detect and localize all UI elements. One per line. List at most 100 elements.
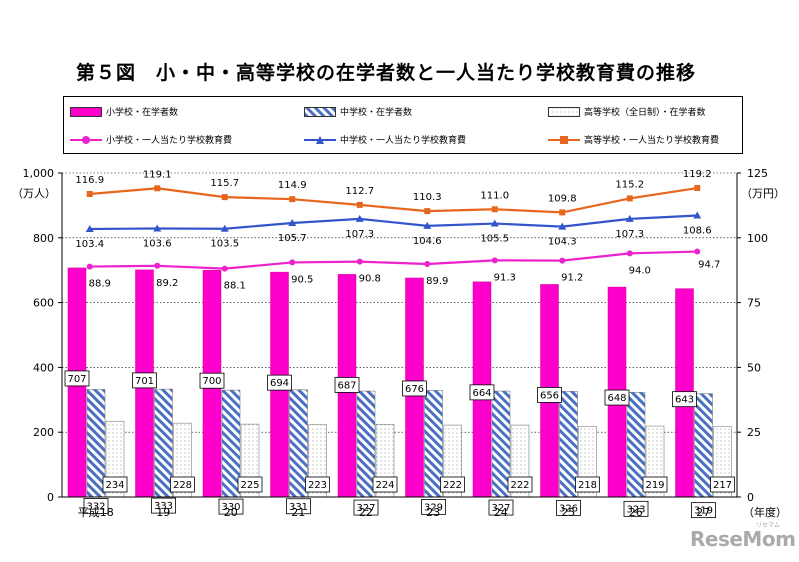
line-series (85, 185, 702, 272)
x-tick-label: 27 (696, 506, 710, 519)
legend-label-elem-bar: 小学校・在学者数 (106, 108, 179, 118)
x-tick-label: 25 (561, 506, 575, 519)
bar-value-label: 333 (154, 501, 173, 512)
bar-value-label: 664 (472, 388, 491, 399)
bar-label-box (132, 372, 157, 389)
line-high-marker (491, 206, 498, 213)
x-tick-label: 23 (426, 506, 440, 519)
legend-item-elem-bar: 小学校・在学者数 (70, 105, 178, 118)
bar-label-box (151, 497, 176, 514)
line-mid (89, 214, 698, 231)
bar-value-label: 676 (405, 384, 424, 395)
line-value-label: 110.3 (413, 192, 442, 203)
y-left-tick-label: 0 (47, 491, 54, 504)
line-value-label: 90.5 (291, 274, 313, 285)
line-high (89, 186, 698, 214)
bar-value-label: 323 (626, 504, 645, 515)
line-high-marker (356, 201, 363, 208)
line-elem-marker (626, 250, 633, 257)
bar-value-label: 656 (540, 390, 559, 401)
line-elem-marker (154, 262, 161, 269)
line-high-marker (154, 185, 161, 192)
line-value-label: 89.2 (156, 278, 178, 289)
bar-mid (626, 392, 646, 498)
bar-label-box (372, 476, 398, 493)
watermark-logo: ReseMom (690, 527, 796, 551)
line-value-label: 109.8 (548, 193, 577, 204)
bar-label-box (64, 370, 90, 387)
x-axis-label: （年度） (743, 505, 787, 519)
bar-value-label: 225 (240, 480, 259, 491)
bar-label-box (575, 476, 600, 493)
line-elem-marker (694, 248, 701, 255)
x-tick-label: 19 (156, 506, 170, 519)
line-high-marker (221, 194, 228, 201)
line-value-label: 119.2 (683, 169, 712, 180)
bar-label-box (469, 384, 495, 401)
bar-label-box (691, 502, 716, 519)
bar-mid (356, 390, 376, 498)
line-high-marker (694, 185, 701, 192)
line-elem-marker (356, 258, 363, 265)
bar-value-label: 648 (607, 393, 626, 404)
watermark-kana: リセマム (756, 522, 781, 529)
bar-value-label: 329 (424, 502, 443, 513)
y-left-tick-label: 600 (33, 297, 54, 310)
line-elem-marker (559, 257, 566, 264)
legend-label-mid-line: 中学校・一人当たり学校教育費 (340, 136, 467, 146)
line-value-label: 91.2 (561, 273, 583, 284)
y-left-tick-label: 1,000 (23, 167, 55, 180)
line-value-label: 111.0 (480, 190, 509, 201)
x-tick-label: 26 (629, 506, 643, 519)
line-elem-marker (491, 257, 498, 264)
y-right-tick-label: 125 (747, 167, 768, 180)
bar-value-label: 331 (289, 502, 308, 513)
bar-label-box (402, 380, 427, 397)
x-tick-label: 22 (359, 506, 373, 519)
bar-value-label: 330 (221, 502, 240, 513)
y-right-tick-label: 100 (747, 232, 768, 245)
bar-value-label: 326 (559, 503, 578, 514)
bar-label-box (170, 476, 195, 493)
bar-label-box (199, 372, 225, 389)
bar-mid (694, 393, 713, 498)
bar-label-box (440, 476, 465, 493)
bar-label-box (353, 499, 379, 516)
line-value-label: 104.3 (548, 237, 577, 248)
bar-value-label: 643 (675, 395, 694, 406)
bar-value-label: 332 (86, 501, 105, 512)
bar-value-label: 707 (67, 374, 86, 385)
x-tick-label: 20 (224, 506, 238, 519)
bar-label-box (267, 374, 292, 391)
line-elem-marker (289, 259, 296, 266)
legend-swatch-high (548, 106, 580, 117)
line-mid-marker (558, 222, 567, 230)
line-value-label: 103.5 (210, 239, 239, 250)
line-mid-marker (490, 219, 499, 227)
line-elem-marker (86, 263, 93, 270)
line-value-label: 88.1 (224, 281, 246, 292)
legend-item-high-bar: 高等学校（全日制）・在学者数 (548, 105, 706, 118)
bar-label-box (556, 499, 581, 516)
line-value-label: 103.4 (75, 239, 104, 250)
legend: 小学校・在学者数 中学校・在学者数 高等学校（全日制）・在学者数 小学校・一人当… (63, 96, 743, 154)
bar-value-label: 224 (375, 480, 394, 491)
line-value-label: 119.1 (143, 169, 172, 180)
line-value-label: 91.3 (494, 272, 516, 283)
y-right-tick-label: 75 (747, 297, 761, 310)
bar-label-box (507, 476, 533, 493)
line-value-label: 94.0 (629, 265, 651, 276)
line-value-label: 103.6 (143, 238, 172, 249)
bar-value-label: 219 (645, 480, 664, 491)
bar-value-label: 319 (694, 506, 713, 517)
line-mid-marker (288, 219, 297, 227)
line-mid-marker (220, 224, 229, 232)
bar-label-box (642, 476, 668, 493)
legend-item-elem-line: 小学校・一人当たり学校教育費 (70, 133, 232, 146)
y-left-axis-label: （万人） (12, 187, 56, 200)
line-mid-marker (693, 211, 702, 219)
bar-label-box (83, 498, 109, 514)
line-value-label: 107.3 (345, 229, 374, 240)
